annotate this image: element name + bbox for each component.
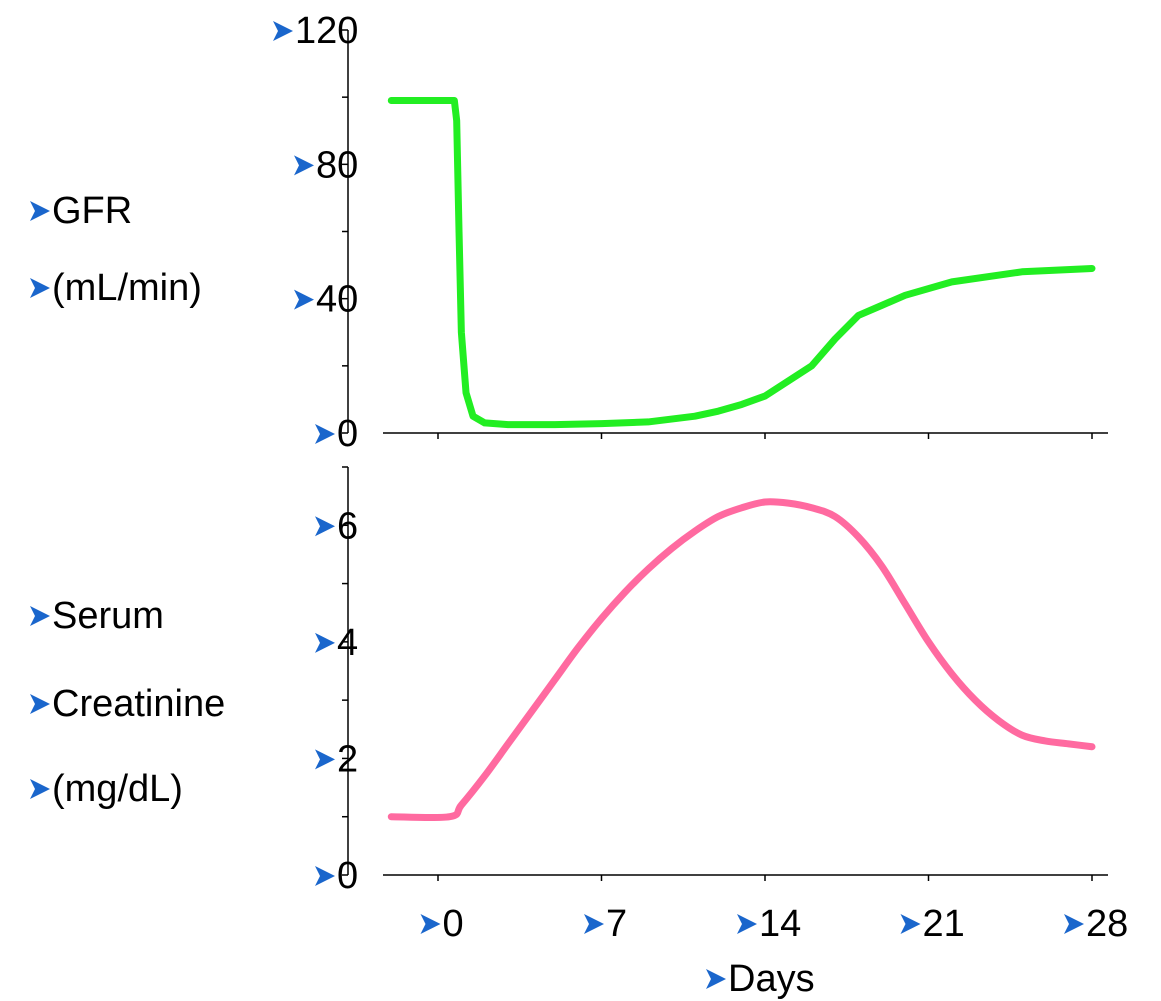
creatinine-y-tick-label: 6 [315, 505, 358, 547]
x-tick-label-text: 0 [443, 903, 464, 945]
x-tick-label: 21 [900, 903, 965, 945]
bullet-arrow-icon [294, 289, 314, 310]
gfr-panel: 120 80 40 0 GFR (mL/min) [30, 10, 1108, 455]
bullet-arrow-icon [294, 155, 314, 176]
gfr-y-tick-label: 0 [315, 413, 358, 455]
bullet-arrow-icon [30, 201, 50, 221]
gfr-ylabel-line-text: (mL/min) [52, 267, 202, 309]
gfr-y-tick-label-text: 120 [295, 10, 358, 52]
creatinine-y-tick-label: 2 [315, 738, 358, 780]
creatinine-ylabel-line: Serum [30, 595, 164, 637]
creatinine-ylabel-line-text: Serum [52, 595, 164, 637]
x-tick-label-text: 28 [1086, 903, 1128, 945]
creatinine-y-tick-label: 0 [315, 855, 358, 897]
creatinine-y-tick-label-text: 6 [337, 505, 358, 547]
bullet-arrow-icon [315, 424, 335, 444]
gfr-ylabel-line-text: GFR [52, 190, 132, 232]
bullet-arrow-icon [30, 694, 50, 714]
gfr-y-tick-label: 40 [294, 279, 358, 321]
creatinine-ylabel-line: Creatinine [30, 683, 225, 725]
creatinine-series-line [387, 498, 1096, 822]
x-tick-label: 0 [420, 903, 464, 945]
bullet-arrow-icon [273, 21, 293, 41]
creatinine-ylabel-line-text: Creatinine [52, 683, 225, 725]
gfr-ylabel-line: (mL/min) [30, 267, 202, 309]
x-axis-label: Days [706, 958, 815, 1000]
creatinine-y-tick-label-text: 4 [337, 622, 358, 664]
x-tick-label: 28 [1064, 903, 1128, 945]
x-axis-label-text: Days [728, 958, 815, 1000]
creatinine-y-tick-label-text: 2 [337, 738, 358, 780]
creatinine-y-tick-label: 4 [315, 622, 358, 664]
x-tick-label-text: 14 [759, 903, 801, 945]
gfr-y-tick-label-text: 80 [316, 144, 358, 186]
gfr-y-tick-label-text: 40 [316, 279, 358, 321]
x-tick-label: 14 [737, 903, 801, 945]
creatinine-ylabel-line: (mg/dL) [30, 768, 183, 810]
bullet-arrow-icon [315, 749, 335, 770]
gfr-y-tick-label: 80 [294, 144, 358, 186]
bullet-arrow-icon [1064, 914, 1084, 934]
bullet-arrow-icon [315, 632, 335, 653]
bullet-arrow-icon [30, 278, 50, 298]
bullet-arrow-icon [706, 969, 726, 989]
bullet-arrow-icon [737, 914, 757, 934]
bullet-arrow-icon [584, 914, 604, 934]
creatinine-ylabel-line-text: (mg/dL) [52, 768, 183, 810]
gfr-series-line [387, 97, 1096, 429]
x-tick-label-text: 7 [606, 903, 627, 945]
creatinine-y-tick-label-text: 0 [337, 855, 358, 897]
x-tick-label: 7 [584, 903, 627, 945]
bullet-arrow-icon [900, 914, 921, 934]
bullet-arrow-icon [420, 914, 441, 934]
bullet-arrow-icon [30, 779, 50, 799]
bullet-arrow-icon [30, 606, 50, 626]
bullet-arrow-icon [315, 866, 335, 886]
gfr-y-tick-label-text: 0 [337, 413, 358, 455]
gfr-ylabel-line: GFR [30, 190, 132, 232]
gfr-y-tick-label: 120 [273, 10, 358, 52]
creatinine-panel: 6 4 2 0 Serum Creatinine (mg/dL) 0 7 14 21 28 Days [30, 466, 1128, 1000]
bullet-arrow-icon [315, 516, 335, 537]
x-tick-label-text: 21 [923, 903, 965, 945]
